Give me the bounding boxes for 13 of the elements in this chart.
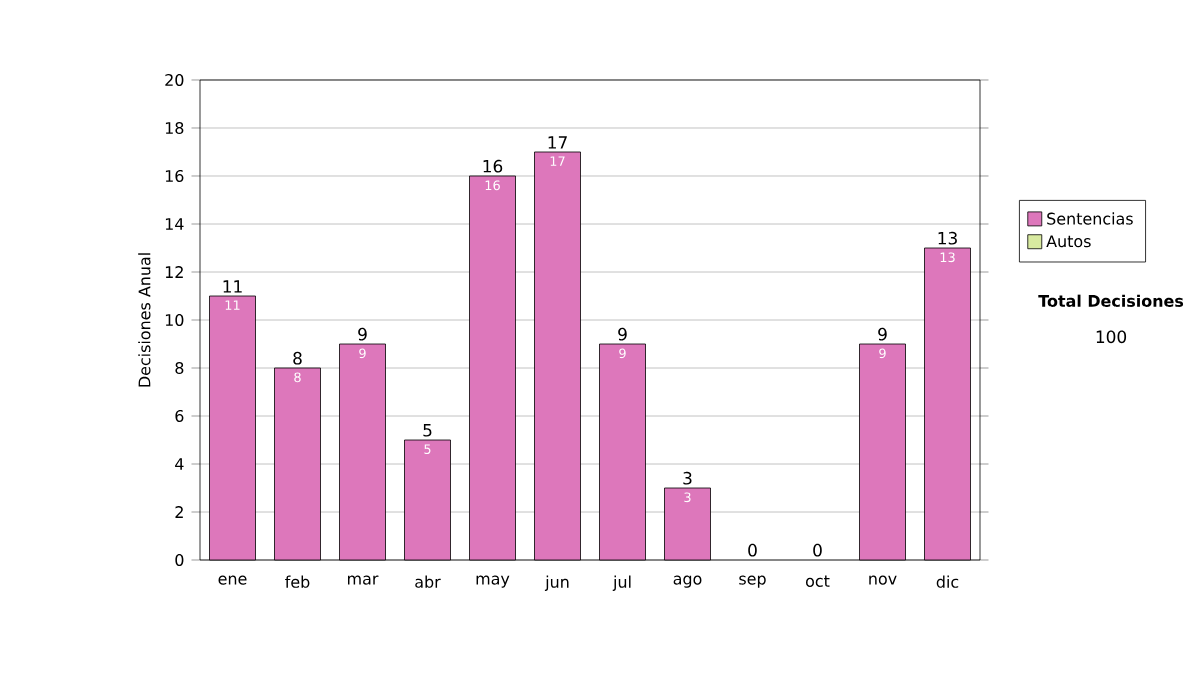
total-label: 17 — [548, 136, 567, 149]
total-label: 8 — [293, 351, 302, 365]
total-label: 0 — [813, 543, 822, 557]
total-label: 9 — [878, 327, 887, 341]
total-label: 16 — [483, 159, 503, 173]
total-label: 13 — [938, 231, 957, 245]
total-label: 11 — [223, 280, 242, 293]
total-label: 5 — [423, 424, 432, 437]
total-label: 3 — [683, 471, 692, 485]
text: 100 — [1096, 330, 1127, 344]
total-label: 0 — [748, 543, 757, 557]
total-label: 9 — [618, 327, 627, 341]
total-label: 9 — [358, 327, 367, 341]
